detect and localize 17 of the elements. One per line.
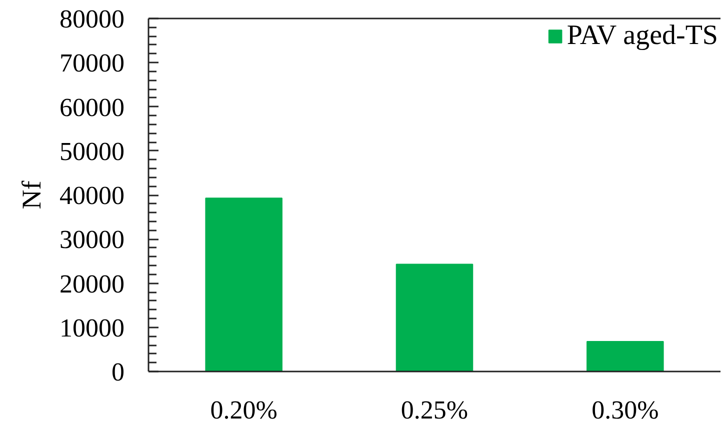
y-axis-title: Nf <box>16 180 46 210</box>
x-tick-label: 0.20% <box>210 396 278 424</box>
y-tick-label: 10000 <box>60 313 124 342</box>
y-tick-label: 30000 <box>60 225 124 254</box>
y-tick-label: 80000 <box>60 4 124 34</box>
bar <box>586 340 664 372</box>
y-tick-label: 0 <box>112 358 124 386</box>
y-tick-label: 60000 <box>60 92 124 122</box>
y-tick-label: 20000 <box>60 269 124 298</box>
y-tick-label: 50000 <box>60 136 124 166</box>
y-tick-label: 70000 <box>60 48 124 78</box>
bar <box>205 198 282 372</box>
legend-label: PAV aged-TS <box>566 20 718 52</box>
x-tick-label: 0.30% <box>592 396 659 424</box>
y-tick-label: 40000 <box>60 181 124 210</box>
x-tick-label: 0.25% <box>400 396 468 424</box>
bar <box>396 264 474 372</box>
